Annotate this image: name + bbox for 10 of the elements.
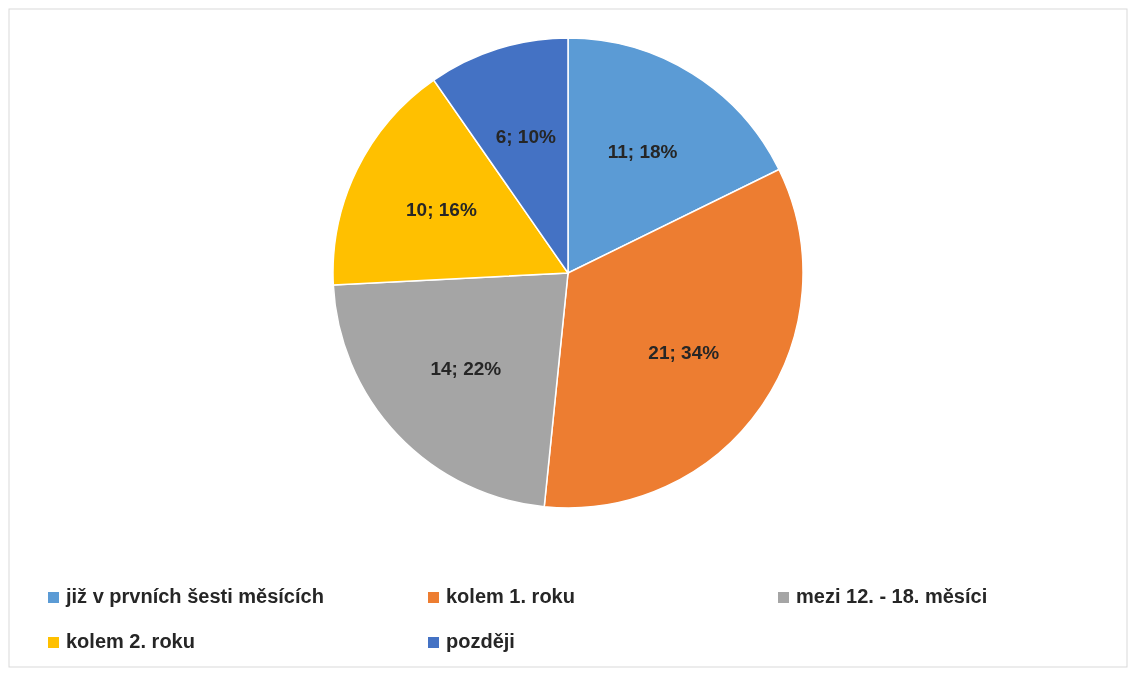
legend-label: mezi 12. - 18. měsíci bbox=[796, 585, 988, 608]
legend-label: později bbox=[446, 630, 515, 653]
data-label: 6; 10% bbox=[495, 126, 556, 148]
legend-label: již v prvních šesti měsících bbox=[65, 585, 324, 608]
data-label: 11; 18% bbox=[607, 141, 678, 163]
data-label: 14; 22% bbox=[430, 358, 502, 380]
data-label: 10; 16% bbox=[406, 198, 477, 220]
data-label: 21; 34% bbox=[648, 341, 720, 363]
legend-label: kolem 2. roku bbox=[66, 630, 195, 653]
legend-label: kolem 1. roku bbox=[446, 585, 575, 608]
